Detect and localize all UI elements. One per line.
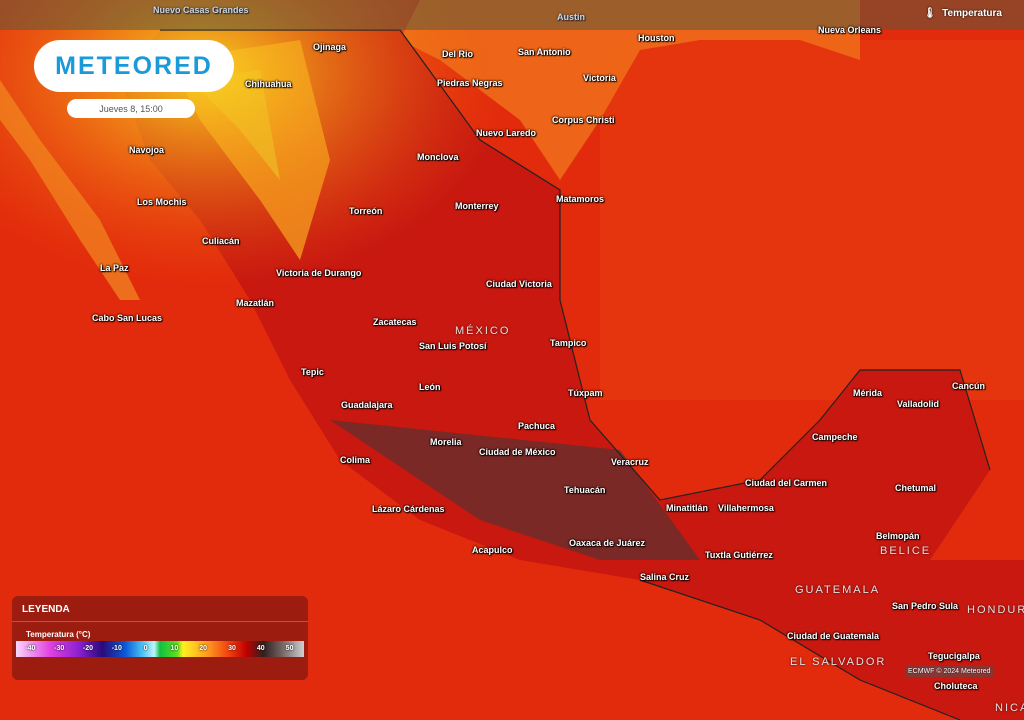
city-label: Ciudad de Guatemala	[787, 631, 880, 641]
city-label: Tehuacán	[564, 485, 606, 495]
forecast-datetime[interactable]: Jueves 8, 15:00	[67, 99, 195, 118]
legend-title: LEYENDA	[12, 596, 308, 622]
data-credit: ECMWF © 2024 Meteored	[906, 666, 993, 677]
city-label: Villahermosa	[718, 503, 774, 513]
city-label: Navojoa	[129, 145, 165, 155]
city-label: Cabo San Lucas	[92, 313, 163, 323]
city-label: Campeche	[812, 432, 858, 442]
legend-panel: LEYENDA Temperatura (°C) -40 -30 -20 -10 0 10…	[12, 596, 308, 680]
legend-tick: 20	[199, 645, 208, 652]
city-label: Guadalajara	[341, 400, 393, 410]
city-label: Nuevo Casas Grandes	[153, 5, 249, 15]
city-label: Valladolid	[897, 399, 940, 409]
legend-tick: 10	[170, 645, 179, 652]
legend-tick: -20	[82, 645, 94, 652]
city-label: Nueva Orleans	[818, 25, 882, 35]
city-label: Torreón	[349, 206, 383, 216]
city-label: León	[419, 382, 441, 392]
city-label: Monclova	[417, 152, 459, 162]
legend-tick: -40	[25, 645, 36, 652]
city-label: Houston	[638, 33, 675, 43]
city-label: Salina Cruz	[640, 572, 690, 582]
country-label: BELICE	[880, 545, 932, 557]
city-label: Chihuahua	[245, 79, 292, 89]
country-label: GUATEMALA	[795, 584, 881, 596]
city-label: Culiacán	[202, 236, 240, 246]
legend-variable: Temperatura (°C)	[26, 630, 91, 639]
temperature-color-scale: -40 -30 -20 -10 0 10 20 30 40 50	[16, 641, 304, 657]
city-label: Austin	[557, 12, 585, 22]
city-label: Ojinaga	[313, 42, 347, 52]
city-label: Tegucigalpa	[928, 651, 980, 661]
legend-tick: 40	[256, 645, 265, 652]
thermometer-icon: 🌡	[923, 8, 937, 19]
city-label: Choluteca	[934, 681, 978, 691]
city-label: Ciudad Victoria	[486, 279, 552, 289]
city-label: Victoria	[583, 73, 616, 83]
city-label: Del Rio	[442, 49, 474, 59]
city-label: Oaxaca de Juárez	[569, 538, 646, 548]
country-label: NICA	[995, 702, 1024, 714]
city-label: Victoria de Durango	[276, 268, 362, 278]
city-label: San Pedro Sula	[892, 601, 959, 611]
legend-tick: 30	[228, 645, 236, 652]
city-label: Monterrey	[455, 201, 499, 211]
city-label: Tepic	[301, 367, 324, 377]
country-label: MÉXICO	[455, 325, 511, 337]
city-label: Acapulco	[472, 545, 513, 555]
city-label: Colima	[340, 455, 371, 465]
city-label: La Paz	[100, 263, 129, 273]
meteored-logo[interactable]: METEORED	[34, 40, 234, 92]
legend-tick: 0	[143, 645, 148, 652]
city-label: San Luis Potosí	[419, 341, 487, 351]
city-label: Ciudad de México	[479, 447, 556, 457]
legend-tick: -10	[111, 645, 122, 652]
city-label: Chetumal	[895, 483, 937, 493]
city-label: Matamoros	[556, 194, 605, 204]
city-label: Tampico	[550, 338, 587, 348]
city-label: Corpus Christi	[552, 115, 615, 125]
country-label: EL SALVADOR	[790, 656, 887, 668]
city-label: Lázaro Cárdenas	[372, 504, 445, 514]
legend-tick: -30	[54, 645, 65, 652]
city-label: Los Mochis	[137, 197, 187, 207]
country-label: HONDURAS	[967, 604, 1024, 616]
city-label: Belmopán	[876, 531, 920, 541]
city-label: Ciudad del Carmen	[745, 478, 828, 488]
city-label: Tuxtla Gutiérrez	[705, 550, 773, 560]
city-label: Morelia	[430, 437, 462, 447]
city-label: Pachuca	[518, 421, 556, 431]
city-label: Mazatlán	[236, 298, 275, 308]
city-label: Cancún	[952, 381, 986, 391]
city-label: Túxpam	[568, 388, 603, 398]
city-label: Piedras Negras	[437, 78, 503, 88]
layer-label: Temperatura	[942, 8, 1002, 19]
top-overlay-bar	[0, 0, 1024, 30]
city-label: Veracruz	[611, 457, 649, 467]
city-label: Minatitlán	[666, 503, 708, 513]
city-label: Zacatecas	[373, 317, 417, 327]
city-label: Nuevo Laredo	[476, 128, 537, 138]
legend-tick: 50	[285, 645, 294, 652]
city-label: San Antonio	[518, 47, 571, 57]
city-label: Mérida	[853, 388, 883, 398]
layer-selector[interactable]: 🌡 Temperatura	[923, 8, 1002, 19]
